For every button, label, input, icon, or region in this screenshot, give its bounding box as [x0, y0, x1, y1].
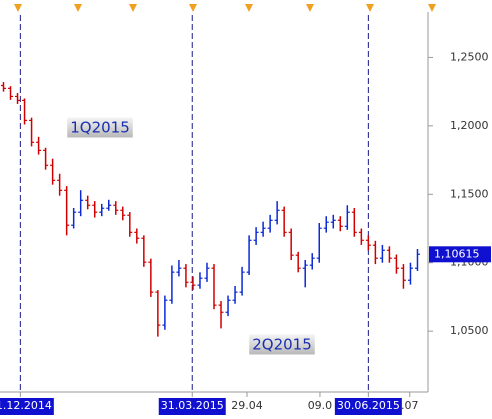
ohlc-bar	[190, 276, 196, 291]
ohlc-bar	[85, 195, 91, 210]
ohlc-bar	[120, 206, 126, 221]
ohlc-bar	[99, 203, 105, 217]
axis-panel	[428, 0, 492, 419]
ohlc-bar	[316, 223, 322, 263]
ohlc-bar	[225, 295, 231, 317]
x-tick-label: .07	[401, 399, 419, 412]
ohlc-bar	[372, 240, 378, 265]
ohlc-bar	[50, 158, 56, 185]
y-tick-label: 1,2500	[450, 50, 489, 63]
ohlc-bar	[386, 246, 392, 263]
ohlc-bar	[162, 295, 168, 330]
ohlc-bar	[253, 227, 259, 245]
ohlc-bar	[211, 264, 217, 310]
ohlc-bar	[400, 264, 406, 289]
ohlc-bar	[414, 249, 420, 271]
ohlc-bar	[8, 86, 14, 100]
y-tick-label: 1,0500	[450, 324, 489, 337]
ohlc-bar	[295, 251, 301, 273]
ohlc-bar	[330, 214, 336, 229]
ohlc-bar	[337, 216, 343, 232]
ohlc-bar	[36, 136, 42, 155]
ohlc-bar	[71, 207, 77, 229]
ohlc-bar	[288, 228, 294, 260]
ohlc-bar	[351, 207, 357, 237]
ohlc-bar	[183, 264, 189, 288]
x-tick-highlight	[0, 398, 54, 415]
ohlc-bar	[246, 235, 252, 276]
ohlc-bar	[239, 266, 245, 296]
ohlc-bar	[379, 244, 385, 263]
ohlc-bar	[141, 235, 147, 267]
x-tick-label: 31.03.2015	[161, 399, 224, 412]
ohlc-bar	[92, 201, 98, 218]
ohlc-bar	[113, 201, 119, 215]
ohlc-bar	[365, 235, 371, 251]
ohlc-bar	[281, 206, 287, 237]
ohlc-bar	[232, 285, 238, 304]
ohlc-bar	[169, 265, 175, 304]
ohlc-bar	[204, 262, 210, 282]
x-tick-highlight	[334, 398, 402, 415]
ohlc-bar	[1, 82, 7, 92]
ohlc-bar	[407, 262, 413, 285]
annotation-box	[67, 117, 133, 138]
ohlc-bar	[43, 147, 49, 170]
ohlc-bar	[218, 301, 224, 329]
ohlc-bar	[148, 258, 154, 297]
ohlc-bar	[134, 228, 140, 244]
annotation: 1Q2015	[70, 119, 130, 137]
ohlc-bar	[64, 186, 70, 236]
ohlc-bar	[302, 259, 308, 288]
x-tick-label: 30.06.2015	[337, 399, 400, 412]
ohlc-bar	[155, 290, 161, 337]
annotation-box	[249, 334, 315, 355]
x-tick-label: 29.04	[231, 399, 263, 412]
ohlc-bar	[267, 214, 273, 233]
y-tick-label: 1,1500	[450, 187, 489, 200]
ohlc-bar	[274, 201, 280, 225]
ohlc-bar	[358, 228, 364, 245]
ohlc-bar	[15, 93, 21, 104]
ohlc-bar	[127, 212, 133, 237]
x-tick-highlight	[158, 398, 226, 415]
ohlc-bar	[57, 173, 63, 196]
ohlc-bar	[344, 205, 350, 230]
ohlc-bar	[197, 272, 203, 289]
x-tick-label: 31.12.2014	[0, 399, 52, 412]
ohlc-bar	[393, 254, 399, 274]
last-price-box	[429, 246, 491, 263]
top-markers	[14, 4, 436, 12]
ohlc-bar	[260, 221, 266, 237]
annotation: 2Q2015	[252, 336, 312, 354]
y-tick-label: 1,2000	[450, 119, 489, 132]
ohlc-bar	[78, 190, 84, 217]
ohlc-bar	[309, 253, 315, 270]
ohlc-bar	[106, 199, 112, 211]
ohlc-bar	[176, 259, 182, 277]
ohlc-bar	[22, 98, 28, 125]
ohlc-bar	[29, 117, 35, 147]
ohlc-bar	[323, 216, 329, 233]
last-price-label: 1,10615	[434, 247, 480, 260]
x-tick-label: 09.0	[308, 399, 333, 412]
